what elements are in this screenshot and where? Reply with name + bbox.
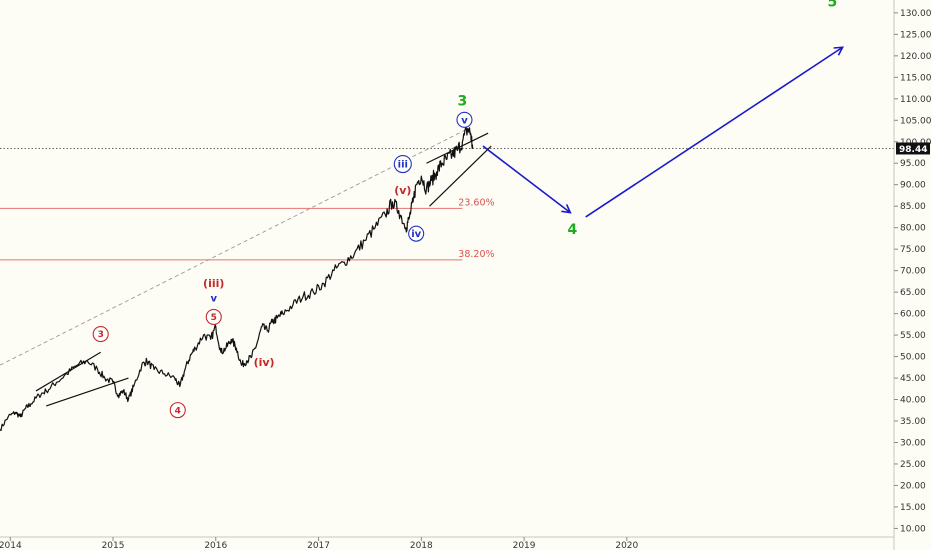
wave-circle: [205, 308, 222, 325]
trendline: [0, 128, 468, 366]
wave-circle: [92, 326, 109, 343]
y-tick-label: 80.00: [900, 224, 926, 234]
last-price-value: 98.44: [899, 145, 927, 155]
y-tick-label: 15.00: [900, 503, 926, 513]
price-line: [0, 126, 474, 432]
fib-label: 23.60%: [458, 197, 494, 208]
wave-label: v: [210, 294, 217, 305]
y-tick-label: 50.00: [900, 353, 926, 363]
y-tick-label: 10.00: [900, 524, 926, 534]
x-tick-label: 2020: [615, 541, 638, 550]
wedge-patterns: [35, 132, 492, 407]
wave-circle: [456, 111, 473, 128]
wave-label: 5: [211, 313, 217, 323]
last-price-badge: [896, 142, 930, 155]
wave-label: (iv): [254, 356, 275, 369]
projection-down: [482, 145, 571, 214]
price-axis: 10.00 15.00 20.00 25.00 30.00 35.00 40.00 45.00…: [893, 0, 932, 550]
wave-label: 5: [827, 0, 837, 10]
y-tick-label: 105.00: [900, 116, 932, 126]
price-series: [0, 126, 474, 432]
wave-label: (iii): [203, 277, 224, 290]
y-tick-label: 125.00: [900, 30, 932, 40]
wave-circle: [393, 154, 412, 174]
y-tick-label: 45.00: [900, 374, 926, 384]
x-tick-label: 2019: [513, 541, 536, 550]
wave-label: 4: [567, 222, 577, 238]
wave-label: 3: [98, 330, 104, 340]
y-tick-label: 20.00: [900, 481, 926, 491]
dashed-trendline: [0, 128, 468, 366]
projection-arrows: [482, 46, 845, 218]
y-tick-label: 120.00: [900, 52, 932, 62]
wave-label: iv: [411, 229, 421, 240]
y-tick-label: 65.00: [900, 288, 926, 298]
wedge-line: [426, 132, 489, 164]
y-tick-label: 85.00: [900, 202, 926, 212]
x-tick-label: 2015: [102, 541, 125, 550]
y-tick-label: 25.00: [900, 460, 926, 470]
wave-circle: [169, 402, 186, 419]
wedge-line: [46, 377, 129, 407]
projection-up: [585, 46, 844, 218]
y-tick-label: 30.00: [900, 438, 926, 448]
fibonacci-levels: 23.60% 38.20%: [0, 197, 495, 261]
wedge-line: [429, 145, 492, 207]
y-tick-label: 70.00: [900, 267, 926, 277]
wave-label: v: [461, 115, 468, 126]
x-tick-label: 2016: [204, 541, 227, 550]
wave-label: 4: [175, 406, 181, 416]
wave-circle: [408, 225, 425, 242]
x-tick-label: 2014: [0, 541, 22, 550]
time-axis: 2014 2015 2016 2017 2018 2019 2020: [0, 536, 894, 550]
y-tick-label: 130.00: [900, 9, 932, 19]
wave-label: iii: [398, 160, 408, 171]
y-tick-label: 60.00: [900, 310, 926, 320]
y-tick-label: 90.00: [900, 181, 926, 191]
y-tick-label: 115.00: [900, 73, 932, 83]
x-tick-label: 2018: [410, 541, 433, 550]
wave-label: 3: [458, 93, 468, 109]
arrowhead-up: [833, 46, 845, 56]
y-tick-label: 40.00: [900, 396, 926, 406]
fib-label: 38.20%: [458, 249, 494, 260]
y-tick-label: 95.00: [900, 159, 926, 169]
price-axis-bg: [894, 0, 932, 550]
y-tick-label: 75.00: [900, 245, 926, 255]
arrowhead-down: [561, 204, 572, 214]
wave-label: (v): [394, 184, 411, 197]
x-tick-label: 2017: [307, 541, 330, 550]
y-tick-label: 110.00: [900, 95, 932, 105]
wedge-line: [35, 351, 102, 392]
y-tick-label: 55.00: [900, 331, 926, 341]
y-tick-label: 35.00: [900, 417, 926, 427]
